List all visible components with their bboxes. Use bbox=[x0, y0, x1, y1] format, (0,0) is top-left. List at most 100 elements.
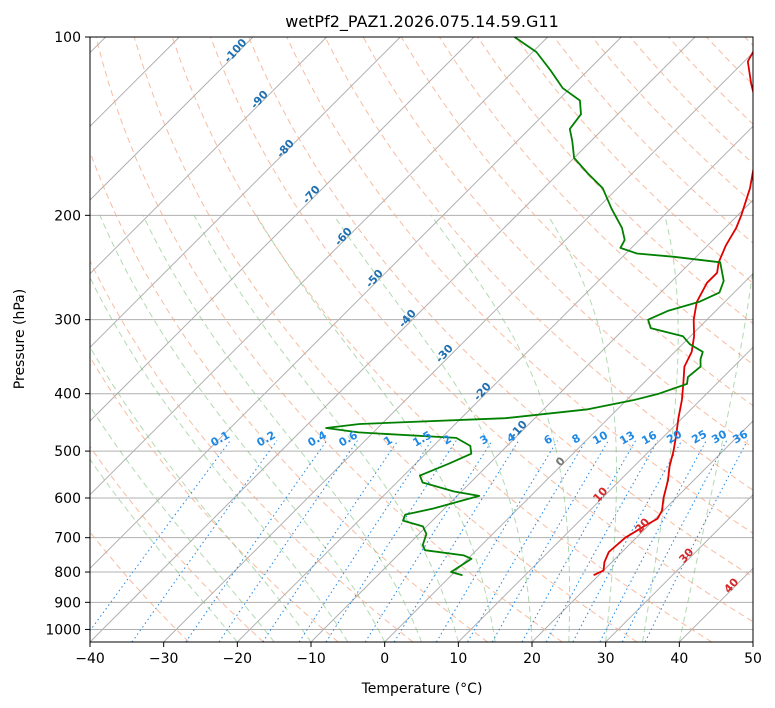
mixing-ratio-label: 1.5 bbox=[411, 428, 434, 449]
mixing-ratio-label: 0.4 bbox=[306, 428, 330, 449]
dry-adiabat bbox=[90, 150, 488, 642]
isotherm-line bbox=[236, 125, 753, 642]
mixing-ratio-label: 20 bbox=[664, 427, 684, 446]
dry-adiabat-label: -100 bbox=[221, 36, 249, 65]
isotherm-line bbox=[163, 51, 753, 642]
y-axis-ticks: 100 200 300 400 500 600 700 800 900 1000 bbox=[45, 30, 90, 638]
mixing-ratio-line bbox=[90, 440, 231, 632]
moist-adiabat bbox=[642, 215, 679, 642]
moist-adiabat bbox=[99, 215, 386, 642]
mixing-ratio-line bbox=[467, 440, 587, 642]
dry-adiabat-lines bbox=[90, 37, 753, 642]
y-tick-label: 700 bbox=[54, 531, 81, 547]
dry-adiabat bbox=[248, 37, 753, 578]
mixing-ratio-label: 30 bbox=[709, 427, 729, 446]
y-tick-label: 900 bbox=[54, 595, 81, 611]
dry-adiabat bbox=[515, 37, 753, 284]
mixing-ratio-label: 10 bbox=[590, 428, 610, 447]
mixing-ratio-line bbox=[262, 440, 399, 642]
x-tick-label: 20 bbox=[523, 651, 541, 667]
y-tick-label: 200 bbox=[54, 208, 81, 224]
dry-adiabat bbox=[90, 445, 264, 642]
dry-adiabat bbox=[95, 37, 563, 642]
moist-adiabat bbox=[193, 215, 459, 642]
dry-adiabat-label: -70 bbox=[300, 183, 323, 207]
y-tick-label: 1000 bbox=[45, 622, 81, 638]
skewed-isotherm-grid bbox=[90, 37, 753, 642]
moist-adiabat bbox=[90, 276, 349, 642]
dry-adiabat bbox=[324, 37, 753, 491]
y-tick-label: 500 bbox=[54, 444, 81, 460]
isotherm-line bbox=[531, 420, 753, 642]
dry-adiabat bbox=[553, 37, 753, 244]
dry-adiabat bbox=[171, 37, 712, 642]
mixing-ratio-line bbox=[435, 440, 558, 642]
mixing-ratio-line bbox=[599, 440, 707, 642]
isotherm-line bbox=[752, 641, 753, 642]
series-line bbox=[593, 50, 753, 577]
dry-adiabat bbox=[133, 37, 638, 642]
dry-adiabat-label: -20 bbox=[471, 380, 494, 404]
moist-adiabat bbox=[90, 345, 312, 642]
series-line bbox=[325, 37, 725, 577]
dry-adiabat-label: -80 bbox=[274, 137, 297, 161]
y-tick-label: 600 bbox=[54, 491, 81, 507]
moist-adiabat bbox=[333, 215, 533, 642]
moist-adiabat-lines bbox=[90, 215, 753, 642]
dry-adiabat bbox=[210, 37, 753, 623]
dry-adiabat-label: -60 bbox=[332, 225, 355, 249]
dry-adiabat-label: 20 bbox=[632, 515, 652, 535]
y-axis-label: Pressure (hPa) bbox=[12, 289, 28, 389]
mixing-ratio-label: 2 bbox=[441, 432, 454, 447]
mixing-ratio-label: 1 bbox=[382, 433, 395, 448]
isotherm-line bbox=[384, 272, 753, 642]
x-tick-label: −30 bbox=[149, 651, 179, 667]
isopleth-labels: -100-90-80-70-60-50-40-30-20-10010203040… bbox=[209, 36, 751, 596]
x-tick-label: 10 bbox=[449, 651, 467, 667]
dry-adiabat-label: 10 bbox=[590, 484, 610, 504]
x-tick-label: −20 bbox=[223, 651, 253, 667]
y-tick-label: 400 bbox=[54, 387, 81, 403]
dry-adiabat-label: 30 bbox=[676, 545, 696, 565]
mixing-ratio-line bbox=[131, 440, 278, 642]
mixing-ratio-label: 0.2 bbox=[255, 428, 278, 449]
mixing-ratio-line bbox=[491, 440, 609, 642]
chart-title: wetPf2_PAZ1.2026.075.14.59.G11 bbox=[285, 12, 559, 32]
dry-adiabat-label: -50 bbox=[363, 267, 386, 291]
mixing-ratio-label: 25 bbox=[689, 428, 709, 447]
isotherm-line bbox=[310, 199, 753, 642]
sounding-traces bbox=[325, 37, 753, 577]
isotherm-line bbox=[90, 37, 401, 349]
mixing-ratio-line bbox=[364, 440, 493, 642]
mixing-ratio-label: 6 bbox=[542, 432, 555, 447]
plot-area bbox=[90, 37, 753, 642]
x-tick-label: 0 bbox=[380, 651, 389, 667]
mixing-ratio-line bbox=[298, 440, 432, 642]
x-axis-label: Temperature (°C) bbox=[361, 681, 483, 697]
x-tick-label: 40 bbox=[670, 651, 688, 667]
dry-adiabat bbox=[706, 37, 753, 86]
x-tick-label: −10 bbox=[296, 651, 326, 667]
dry-adiabat-label: -90 bbox=[248, 88, 271, 112]
dry-adiabat bbox=[90, 259, 414, 642]
isotherm-line bbox=[90, 37, 696, 642]
y-tick-label: 800 bbox=[54, 565, 81, 581]
moist-adiabat bbox=[142, 215, 422, 642]
x-tick-label: −40 bbox=[75, 651, 105, 667]
dry-adiabat-label: -30 bbox=[433, 342, 456, 366]
dry-adiabat bbox=[286, 37, 753, 534]
mixing-ratio-label: 13 bbox=[617, 429, 637, 448]
mixing-ratio-line bbox=[644, 440, 748, 642]
x-axis-ticks: −40 −30 −20 −10 0 10 20 30 40 50 bbox=[75, 642, 762, 667]
y-tick-label: 100 bbox=[54, 30, 81, 46]
moist-adiabat bbox=[90, 405, 275, 642]
mixing-ratio-line bbox=[545, 440, 659, 642]
mixing-ratio-line bbox=[572, 440, 683, 642]
isotherm-line bbox=[457, 346, 753, 642]
mixing-ratio-line bbox=[218, 440, 358, 642]
mixing-ratio-line bbox=[325, 440, 457, 642]
mixing-ratio-label: 8 bbox=[570, 431, 583, 446]
x-tick-label: 50 bbox=[744, 651, 762, 667]
moist-adiabat bbox=[430, 215, 571, 642]
dry-adiabat-label: 40 bbox=[721, 575, 741, 595]
